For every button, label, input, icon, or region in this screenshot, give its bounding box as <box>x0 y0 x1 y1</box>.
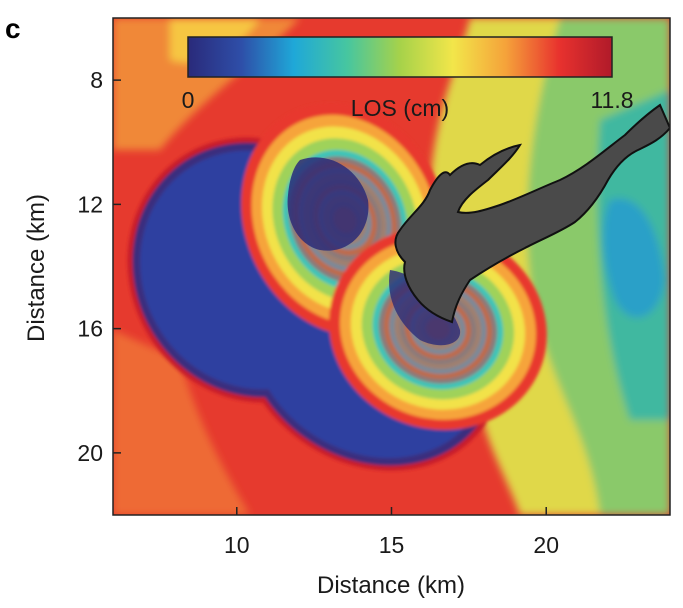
colorbar-min-label: 0 <box>182 87 195 113</box>
y-tick-label: 20 <box>77 440 103 466</box>
y-tick-label: 12 <box>77 191 103 217</box>
reservoir-shape <box>394 103 670 324</box>
heatmap-plot-area <box>113 18 670 515</box>
panel-label: c <box>5 13 21 44</box>
y-tick-label: 8 <box>90 67 103 93</box>
x-tick-label: 20 <box>533 532 559 558</box>
colorbar-title: LOS (cm) <box>351 95 449 121</box>
colorbar-max-label: 11.8 <box>590 87 633 113</box>
y-axis-title: Distance (km) <box>23 194 50 342</box>
x-axis-ticks: 10 15 20 <box>224 507 559 558</box>
y-axis-ticks: 8 12 16 20 <box>77 67 121 466</box>
colorbar-bar <box>187 36 613 78</box>
x-tick-label: 10 <box>224 532 250 558</box>
y-tick-label: 16 <box>77 316 103 342</box>
x-tick-label: 15 <box>379 532 405 558</box>
colorbar: 0 11.8 LOS (cm) <box>182 36 634 121</box>
x-axis-title: Distance (km) <box>317 572 465 599</box>
